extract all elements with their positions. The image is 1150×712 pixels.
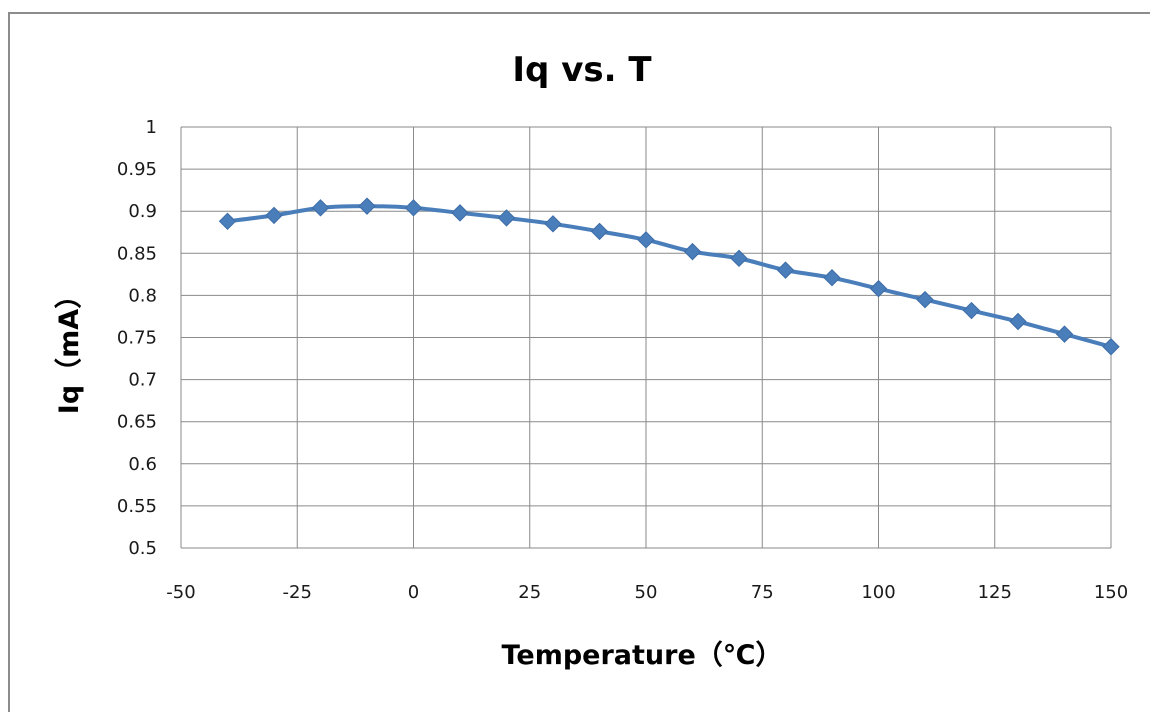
x-tick-label: 25 <box>518 582 541 603</box>
x-tick-label: -50 <box>166 582 195 603</box>
data-point-marker <box>311 199 330 217</box>
y-tick-label: 0.9 <box>128 201 157 222</box>
y-tick-label: 0.55 <box>117 496 157 517</box>
series-layer <box>218 197 1120 356</box>
x-tick-label: 50 <box>635 582 658 603</box>
data-point-marker <box>916 290 934 309</box>
y-tick-label: 0.5 <box>128 538 157 559</box>
tick-labels: 0.5 0.55 0.6 0.65 0.7 0.75 0.8 0.85 0.9 0.95 1 -50 -… <box>117 117 1128 603</box>
data-point-marker <box>683 242 702 261</box>
data-point-marker <box>404 199 423 217</box>
y-tick-label: 0.95 <box>117 159 157 180</box>
data-point-marker <box>358 197 376 215</box>
data-point-marker <box>265 206 283 225</box>
data-point-marker <box>776 261 795 279</box>
x-axis-title: Temperature（℃） <box>502 640 783 671</box>
data-point-marker <box>1055 325 1074 343</box>
y-tick-label: 0.75 <box>117 328 157 349</box>
data-point-marker <box>451 204 469 222</box>
y-axis-title: Iq（mA） <box>54 282 85 414</box>
y-tick-label: 0.65 <box>117 412 157 433</box>
data-point-marker <box>1102 338 1120 356</box>
x-tick-label: 0 <box>408 582 419 603</box>
y-tick-label: 1 <box>146 117 157 138</box>
x-tick-label: 125 <box>978 582 1012 603</box>
y-tick-label: 0.8 <box>128 285 157 306</box>
grid-lines <box>180 126 1112 549</box>
x-tick-label: 100 <box>861 582 895 603</box>
chart-title: Iq vs. T <box>512 50 652 90</box>
data-point-marker <box>218 212 237 231</box>
series-line <box>227 204 1112 349</box>
y-tick-label: 0.6 <box>128 454 157 475</box>
data-point-marker <box>497 209 516 227</box>
x-tick-label: -25 <box>283 582 312 603</box>
x-tick-label: 150 <box>1094 582 1128 603</box>
x-tick-label: 75 <box>751 582 774 603</box>
data-point-marker <box>823 269 841 287</box>
data-point-marker <box>730 249 748 268</box>
data-point-marker <box>637 231 655 249</box>
data-point-marker <box>590 222 609 241</box>
y-tick-label: 0.7 <box>128 370 157 391</box>
y-tick-label: 0.85 <box>117 243 157 264</box>
chart-frame <box>8 12 1150 712</box>
data-point-marker <box>869 279 888 298</box>
data-point-marker <box>544 215 562 233</box>
data-point-marker <box>1009 312 1027 331</box>
data-point-marker <box>962 301 981 320</box>
